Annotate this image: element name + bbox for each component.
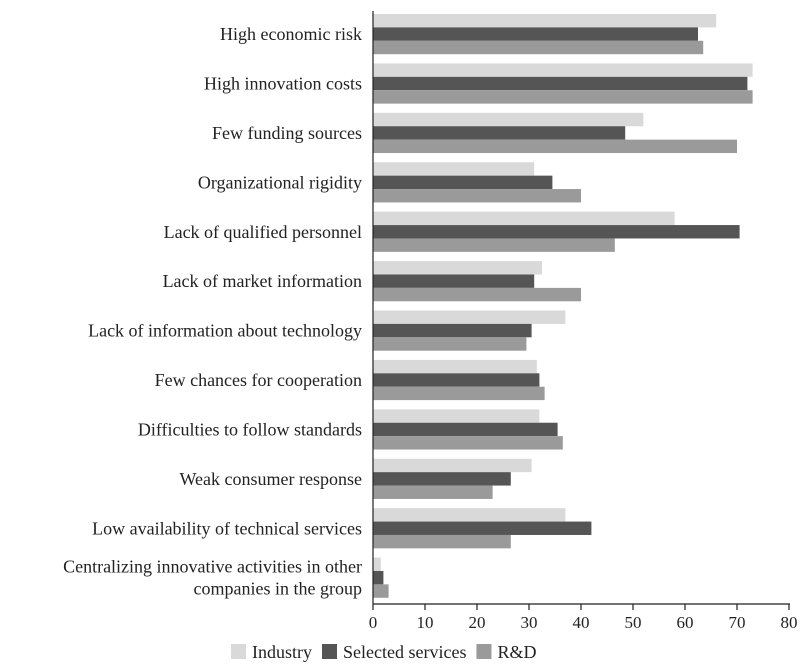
bar-industry-3 xyxy=(373,162,535,176)
category-label-11-line-0: Centralizing innovative activities in ot… xyxy=(63,557,362,577)
bars-layer xyxy=(373,14,753,598)
bar-r-d-9 xyxy=(373,485,493,499)
category-label-11-line-1: companies in the group xyxy=(194,579,362,599)
legend-label-industry: Industry xyxy=(252,642,312,662)
bar-selected-services-11 xyxy=(373,570,384,585)
bar-industry-7 xyxy=(373,359,537,374)
category-label-10: Low availability of technical services xyxy=(92,518,362,538)
bar-r-d-1 xyxy=(373,90,753,104)
bar-industry-5 xyxy=(373,261,542,275)
bar-industry-6 xyxy=(373,310,566,324)
bar-r-d-10 xyxy=(373,534,511,549)
bar-industry-4 xyxy=(373,211,675,226)
category-label-0: High economic risk xyxy=(220,24,362,44)
bar-industry-10 xyxy=(373,508,566,522)
bar-selected-services-2 xyxy=(373,126,626,140)
bar-selected-services-9 xyxy=(373,472,511,486)
category-label-8: Difficulties to follow standards xyxy=(138,419,362,439)
category-labels: High economic risk High innovation costs F… xyxy=(63,24,362,599)
legend-swatch-industry xyxy=(231,644,246,659)
bar-selected-services-10 xyxy=(373,521,592,535)
bar-r-d-4 xyxy=(373,238,615,252)
bar-r-d-8 xyxy=(373,436,563,450)
bar-selected-services-0 xyxy=(373,27,698,41)
bar-selected-services-1 xyxy=(373,76,748,91)
x-tick-label-0: 0 xyxy=(369,613,378,632)
bar-selected-services-6 xyxy=(373,323,532,338)
bar-industry-8 xyxy=(373,409,540,423)
x-tick-label-40: 40 xyxy=(573,613,590,632)
legend-label-selected-services: Selected services xyxy=(343,642,466,662)
legend-swatch-r-d xyxy=(476,644,492,659)
legend: Industry Selected services R&D xyxy=(231,642,536,662)
category-label-4: Lack of qualified personnel xyxy=(164,222,362,242)
bar-selected-services-8 xyxy=(373,422,558,437)
x-tick-label-10: 10 xyxy=(417,613,434,632)
category-label-1: High innovation costs xyxy=(204,74,362,94)
bar-selected-services-4 xyxy=(373,225,740,239)
bar-industry-2 xyxy=(373,112,644,127)
x-tick-label-20: 20 xyxy=(469,613,486,632)
bar-r-d-6 xyxy=(373,337,527,351)
category-label-3: Organizational rigidity xyxy=(198,172,362,192)
category-label-7: Few chances for cooperation xyxy=(155,370,362,390)
bar-industry-1 xyxy=(373,63,753,77)
legend-swatch-selected-services xyxy=(322,644,337,659)
category-label-9: Weak consumer response xyxy=(180,469,363,489)
bar-industry-9 xyxy=(373,458,532,473)
legend-label-r-d: R&D xyxy=(497,642,536,662)
bar-r-d-2 xyxy=(373,139,737,154)
category-label-6: Lack of information about technology xyxy=(88,321,362,341)
x-ticks: 0 10 20 30 40 50 60 70 80 xyxy=(369,604,798,632)
bar-r-d-11 xyxy=(373,584,389,598)
category-label-5: Lack of market information xyxy=(163,271,362,291)
category-label-2: Few funding sources xyxy=(212,123,362,143)
bar-selected-services-7 xyxy=(373,373,540,387)
bar-selected-services-3 xyxy=(373,175,553,190)
x-tick-label-60: 60 xyxy=(677,613,694,632)
x-tick-label-70: 70 xyxy=(729,613,746,632)
bar-selected-services-5 xyxy=(373,274,535,288)
x-tick-label-50: 50 xyxy=(625,613,642,632)
bar-r-d-7 xyxy=(373,386,545,401)
x-tick-label-30: 30 xyxy=(521,613,538,632)
x-tick-label-80: 80 xyxy=(781,613,798,632)
bar-r-d-0 xyxy=(373,40,704,55)
bar-r-d-3 xyxy=(373,189,581,203)
bar-r-d-5 xyxy=(373,287,581,302)
bar-industry-0 xyxy=(373,14,717,28)
bar-industry-11 xyxy=(373,557,381,571)
